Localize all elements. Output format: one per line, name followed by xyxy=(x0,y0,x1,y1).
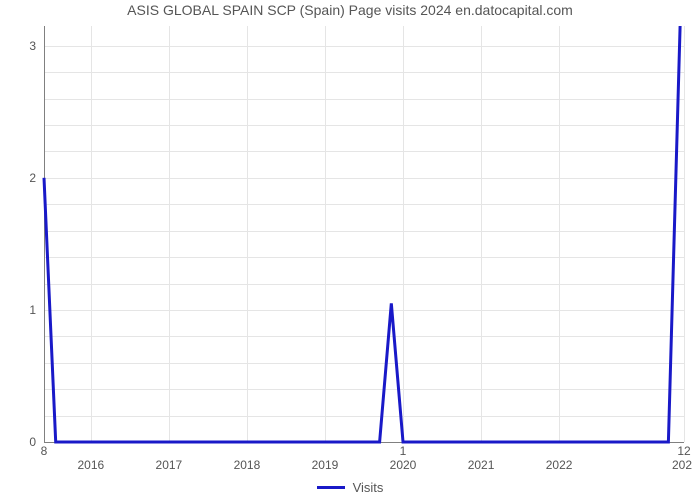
x-tick-label: 2017 xyxy=(139,458,199,472)
chart-title: ASIS GLOBAL SPAIN SCP (Spain) Page visit… xyxy=(0,2,700,18)
chart-root: { "chart": { "type": "line", "title": "A… xyxy=(0,0,700,500)
x-tick-label: 2016 xyxy=(61,458,121,472)
x-tick-label: 2018 xyxy=(217,458,277,472)
x-tick-label: 2021 xyxy=(451,458,511,472)
corner-label-left: 8 xyxy=(29,444,59,458)
plot-area: 012320162017201820192020202120222028112 xyxy=(44,26,684,442)
series-line xyxy=(44,26,684,442)
y-tick-label: 1 xyxy=(6,303,36,317)
corner-label-mid: 1 xyxy=(388,444,418,458)
x-tick-label-partial: 202 xyxy=(672,458,700,472)
y-tick-label: 3 xyxy=(6,39,36,53)
right-axis-line xyxy=(684,26,685,442)
x-tick-label: 2020 xyxy=(373,458,433,472)
legend-swatch xyxy=(317,486,345,489)
corner-label-right: 12 xyxy=(669,444,699,458)
x-tick-label: 2022 xyxy=(529,458,589,472)
y-tick-label: 2 xyxy=(6,171,36,185)
x-tick-label: 2019 xyxy=(295,458,355,472)
legend: Visits xyxy=(0,480,700,495)
legend-label: Visits xyxy=(353,480,384,495)
